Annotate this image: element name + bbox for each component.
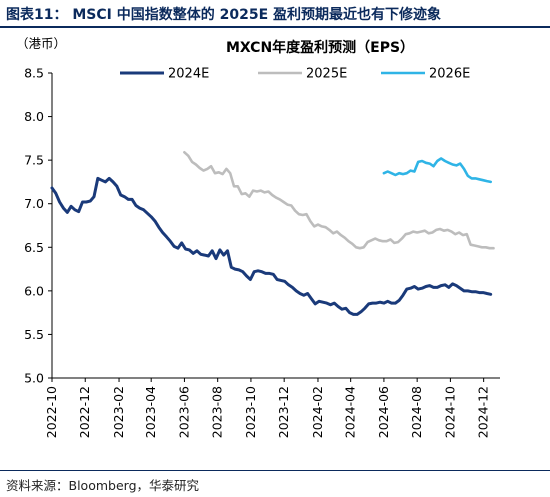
source-note: 资料来源：Bloomberg，华泰研究 (6, 478, 199, 493)
chart: （港币） MXCN年度盈利预测（EPS） 2024E 2025E 2026E 5.0… (16, 36, 500, 438)
x-tick-label: 2023-10 (243, 386, 258, 438)
unit-label: （港币） (16, 36, 66, 51)
series-line-2025E (183, 151, 495, 250)
x-tick-label: 2022-12 (77, 386, 92, 438)
y-tick-label: 5.0 (24, 371, 44, 386)
legend: 2024E 2025E 2026E (120, 67, 470, 82)
series-line-2024E (50, 176, 493, 316)
x-tick-label: 2023-08 (210, 386, 225, 438)
figure-title: 图表11： MSCI 中国指数整体的 2025E 盈利预期最近也有下修迹象 (6, 7, 442, 23)
x-tick-label: 2024-04 (343, 386, 358, 438)
source-rule (0, 470, 550, 471)
x-tick-label: 2023-02 (111, 386, 126, 438)
x-tick-label: 2023-06 (176, 386, 191, 438)
legend-label-2026E: 2026E (429, 67, 470, 82)
x-tick-label: 2023-04 (143, 386, 158, 438)
x-tick-label: 2024-08 (409, 386, 424, 438)
axes: 5.0 5.5 6.0 6.5 7.0 7.5 8.0 8.5 2022-10 2022-12 20… (24, 66, 500, 438)
title-rule (0, 26, 550, 28)
y-tick-label: 8.0 (24, 109, 44, 124)
x-tick-label: 2024-06 (376, 386, 391, 438)
y-tick-label: 7.5 (24, 153, 44, 168)
series-layer (50, 151, 495, 316)
x-tick-label: 2022-10 (44, 386, 59, 438)
legend-label-2025E: 2025E (306, 67, 347, 82)
x-tick-label: 2024-02 (310, 386, 325, 438)
series-line-2026E (382, 157, 492, 184)
y-tick-label: 8.5 (24, 66, 44, 81)
legend-label-2024E: 2024E (168, 67, 209, 82)
x-tick-label: 2023-12 (276, 386, 291, 438)
y-tick-label: 6.5 (24, 240, 44, 255)
x-tick-label: 2024-10 (442, 386, 457, 438)
x-tick-label: 2024-12 (476, 386, 491, 438)
y-tick-label: 5.5 (24, 327, 44, 342)
y-tick-label: 6.0 (24, 283, 44, 298)
chart-title: MXCN年度盈利预测（EPS） (226, 39, 414, 56)
y-tick-label: 7.0 (24, 196, 44, 211)
